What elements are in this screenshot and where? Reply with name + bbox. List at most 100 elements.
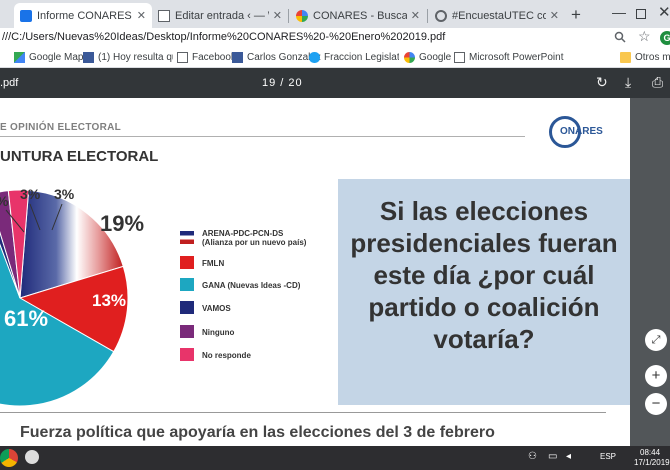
close-icon[interactable]: ✕ bbox=[410, 10, 420, 22]
bookmark-label: (1) Hoy resulta que l bbox=[98, 52, 173, 63]
bookmark-label: Facebook bbox=[192, 52, 236, 63]
close-icon[interactable]: ✕ bbox=[272, 10, 282, 22]
bookmark-label: Google Maps bbox=[29, 52, 89, 63]
google-icon bbox=[404, 52, 415, 63]
logo-text: ONARES bbox=[560, 126, 603, 137]
close-icon[interactable]: ✕ bbox=[136, 10, 146, 22]
page-indicator: 19 / 20 bbox=[262, 77, 303, 89]
legend-swatch-vamos bbox=[180, 301, 194, 314]
legend-swatch-gana bbox=[180, 278, 194, 291]
bookmark-google[interactable]: Google bbox=[404, 50, 451, 65]
star-icon[interactable]: ☆ bbox=[638, 28, 651, 44]
legend-subtext: (Alianza por un nuevo país) bbox=[202, 238, 307, 247]
page-header: E OPINIÓN ELECTORAL bbox=[0, 122, 122, 133]
minimize-button[interactable]: — bbox=[612, 4, 626, 20]
language-indicator[interactable]: ESP bbox=[600, 452, 617, 461]
pie-slice-no-responde bbox=[7, 189, 30, 299]
bookmark-carlos-gonzalez[interactable]: Carlos Gonzalez bbox=[232, 50, 321, 65]
document-icon bbox=[158, 9, 170, 22]
pie-slice-fmln bbox=[18, 265, 129, 353]
tab-encuesta[interactable]: #EncuestaUTEC confirma que ✕ bbox=[429, 3, 565, 28]
maps-icon bbox=[14, 52, 25, 63]
bookmark-google-maps[interactable]: Google Maps bbox=[14, 50, 88, 65]
facebook-icon bbox=[232, 52, 243, 63]
label-ninguno: 3% bbox=[20, 186, 41, 202]
legend-swatch-fmln bbox=[180, 256, 194, 269]
legend-text: ARENA-PDC-PCN-DS bbox=[202, 229, 284, 238]
url-field[interactable]: ///C:/Users/Nuevas%20Ideas/Desktop/Infor… bbox=[2, 31, 446, 43]
slide-subtitle: Fuerza política que apoyaría en las elec… bbox=[20, 424, 495, 441]
address-bar: ///C:/Users/Nuevas%20Ideas/Desktop/Infor… bbox=[0, 28, 670, 47]
divider bbox=[0, 412, 606, 413]
label-vamos: % bbox=[0, 193, 8, 209]
legend-label-fmln: FMLN bbox=[202, 259, 225, 268]
legend-label-no-responde: No responde bbox=[202, 351, 251, 360]
people-icon[interactable]: ⚇ bbox=[528, 451, 537, 462]
facebook-icon bbox=[83, 52, 94, 63]
clock-time[interactable]: 08:44 bbox=[640, 448, 661, 457]
tab-informe[interactable]: Informe CONARES - Enero 20 ✕ bbox=[14, 3, 152, 28]
rotate-icon[interactable]: ↻ bbox=[596, 74, 608, 90]
clock-date[interactable]: 17/1/2019 bbox=[634, 458, 670, 467]
legend-swatch-ninguno bbox=[180, 325, 194, 338]
label-fmln: 13% bbox=[92, 291, 127, 310]
bookmark-powerpoint[interactable]: Microsoft PowerPoint bbox=[454, 50, 574, 65]
legend-label-arena: ARENA-PDC-PCN-DS (Alianza por un nuevo p… bbox=[202, 229, 306, 247]
bookmark-otros[interactable]: Otros marc bbox=[620, 50, 670, 65]
legend-label-vamos: VAMOS bbox=[202, 304, 231, 313]
pie-slice-gana bbox=[0, 243, 115, 407]
maximize-button[interactable] bbox=[636, 9, 646, 19]
document-icon bbox=[177, 52, 188, 63]
tab-title: #EncuestaUTEC confirma que bbox=[452, 9, 546, 22]
fit-page-button[interactable]: ⤢ bbox=[645, 329, 667, 351]
google-icon bbox=[296, 9, 308, 22]
zoom-out-button[interactable]: − bbox=[645, 393, 667, 415]
bookmark-label: Microsoft PowerPoint bbox=[469, 52, 564, 63]
volume-icon[interactable]: ◂ bbox=[566, 451, 572, 462]
legend-label-gana: GANA (Nuevas Ideas -CD) bbox=[202, 281, 301, 290]
tab-separator bbox=[288, 9, 289, 23]
pie-slice-arena bbox=[19, 189, 124, 299]
profile-avatar[interactable]: G bbox=[660, 31, 670, 45]
twitter-icon bbox=[309, 52, 320, 63]
new-tab-button[interactable]: + bbox=[571, 5, 581, 24]
bookmark-hoy-resulta[interactable]: (1) Hoy resulta que l bbox=[83, 50, 173, 65]
print-icon[interactable]: ⎙ bbox=[652, 74, 664, 90]
tab-title: Editar entrada ‹ — WordPress bbox=[175, 9, 269, 22]
pie-chart bbox=[0, 189, 129, 407]
zoom-in-button[interactable]: + bbox=[645, 365, 667, 387]
tab-google-search[interactable]: CONARES - Buscar con Google ✕ bbox=[290, 3, 426, 28]
tab-strip: Informe CONARES - Enero 20 ✕ Editar entr… bbox=[0, 0, 670, 28]
pdf-icon bbox=[20, 9, 32, 22]
section-title: UNTURA ELECTORAL bbox=[0, 148, 159, 165]
document-icon bbox=[454, 52, 465, 63]
bookmark-facebook[interactable]: Facebook bbox=[177, 50, 236, 65]
tab-separator bbox=[427, 9, 428, 23]
chrome-icon[interactable] bbox=[0, 449, 18, 467]
tab-title: CONARES - Buscar con Google bbox=[313, 9, 407, 22]
legend-label-ninguno: Ninguno bbox=[202, 328, 235, 337]
close-window-button[interactable]: ✕ bbox=[658, 4, 670, 21]
bookmark-fraccion[interactable]: Fraccion Legislativa bbox=[309, 50, 399, 65]
network-icon[interactable]: ▭ bbox=[548, 451, 558, 462]
tab-title: Informe CONARES - Enero 20 bbox=[37, 9, 133, 22]
download-icon[interactable]: ⤓ bbox=[625, 74, 632, 90]
pinned-app-icon[interactable] bbox=[25, 450, 39, 464]
pdf-filename: .pdf bbox=[0, 77, 19, 89]
conares-logo bbox=[549, 116, 581, 148]
label-arena: 19% bbox=[100, 211, 145, 236]
close-icon[interactable]: ✕ bbox=[549, 10, 559, 22]
divider bbox=[0, 136, 525, 137]
label-no-responde: 3% bbox=[54, 186, 75, 202]
tab-wordpress[interactable]: Editar entrada ‹ — WordPress ✕ bbox=[152, 3, 288, 28]
folder-icon bbox=[620, 52, 631, 63]
globe-icon bbox=[435, 9, 447, 22]
bookmark-label: Google bbox=[419, 52, 452, 63]
survey-question: Si las elecciones presidenciales fueran … bbox=[350, 196, 618, 354]
legend-swatch-no-responde bbox=[180, 348, 194, 361]
bookmark-label: Otros marc bbox=[635, 52, 670, 63]
search-icon[interactable] bbox=[614, 31, 626, 43]
leader-lines bbox=[5, 203, 63, 233]
label-gana: 61% bbox=[4, 306, 49, 331]
pdf-page: E OPINIÓN ELECTORAL ONARES UNTURA ELECTO… bbox=[0, 98, 630, 446]
